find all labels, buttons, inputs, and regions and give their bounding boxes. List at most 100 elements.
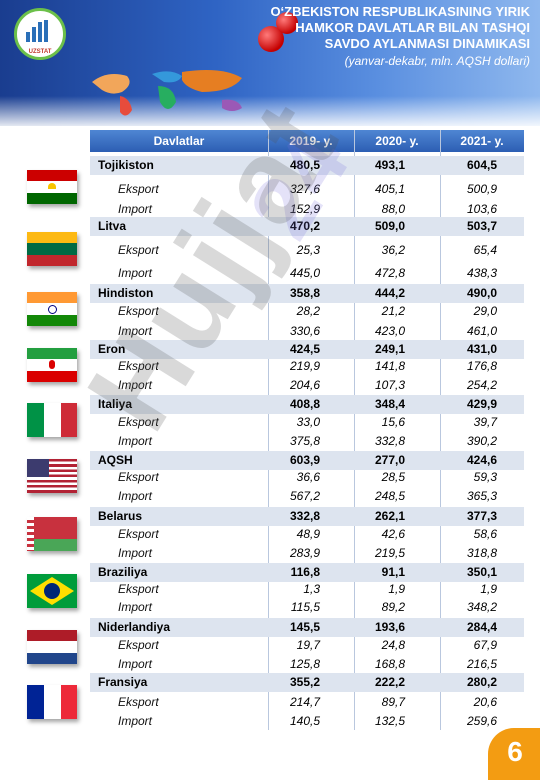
total-value: 284,4 — [466, 620, 497, 634]
eksport-value: 33,0 — [296, 415, 320, 429]
import-label: Import — [118, 600, 153, 614]
belarus-flag-icon — [27, 517, 77, 551]
usa-flag-icon — [27, 459, 77, 493]
eksport-value: 15,6 — [381, 415, 405, 429]
eksport-value: 25,3 — [296, 243, 320, 257]
eksport-row: Eksport 48,9 42,6 58,6 — [90, 525, 524, 544]
total-value: 509,0 — [374, 219, 405, 233]
country-row: Litva 470,2 509,0 503,7 — [90, 217, 524, 236]
total-value: 604,5 — [466, 158, 497, 172]
pin-icon — [276, 12, 298, 34]
tajikistan-flag-icon — [27, 170, 77, 204]
eksport-row: Eksport 1,3 1,9 1,9 — [90, 580, 524, 599]
import-value: 107,3 — [374, 378, 405, 392]
eksport-label: Eksport — [118, 304, 159, 318]
header-fade — [0, 96, 540, 130]
title-line-3: SAVDO AYLANMASI DINAMIKASI — [324, 36, 530, 51]
country-row: Niderlandiya 145,5 193,6 284,4 — [90, 618, 524, 637]
total-value: 116,8 — [290, 565, 320, 579]
total-value: 503,7 — [466, 219, 497, 233]
column-divider — [354, 130, 355, 730]
total-value: 424,5 — [289, 342, 320, 356]
total-value: 408,8 — [289, 397, 320, 411]
import-row: Import 567,2 248,5 365,3 — [90, 487, 524, 506]
eksport-value: 67,9 — [473, 638, 497, 652]
eksport-value: 39,7 — [473, 415, 497, 429]
import-value: 445,0 — [289, 266, 320, 280]
total-value: 493,1 — [374, 158, 405, 172]
eksport-value: 29,0 — [473, 304, 497, 318]
page-title: O‘ZBEKISTON RESPUBLIKASINING YIRIK HAMKO… — [210, 4, 530, 52]
eksport-row: Eksport 214,7 89,7 20,6 — [90, 693, 524, 712]
eksport-row: Eksport 36,6 28,5 59,3 — [90, 468, 524, 487]
total-value: 332,8 — [289, 509, 320, 523]
country-name: Tojikiston — [98, 158, 154, 172]
eksport-value: 42,6 — [381, 527, 405, 541]
table-header: Davlatlar 2019- y. 2020- y. 2021- y. — [90, 130, 524, 152]
import-value: 254,2 — [466, 378, 497, 392]
eksport-label: Eksport — [118, 638, 159, 652]
import-value: 423,0 — [374, 324, 405, 338]
col-header-country: Davlatlar — [153, 134, 205, 148]
eksport-label: Eksport — [118, 582, 159, 596]
import-value: 472,8 — [374, 266, 405, 280]
country-row: Fransiya 355,2 222,2 280,2 — [90, 673, 524, 692]
country-name: Eron — [98, 342, 126, 356]
total-value: 262,1 — [374, 509, 405, 523]
country-row: AQSH 603,9 277,0 424,6 — [90, 451, 524, 470]
total-value: 603,9 — [289, 453, 320, 467]
eksport-value: 59,3 — [473, 470, 497, 484]
import-value: 132,5 — [374, 714, 405, 728]
import-value: 204,6 — [289, 378, 320, 392]
import-label: Import — [118, 546, 153, 560]
total-value: 424,6 — [466, 453, 497, 467]
eksport-row: Eksport 28,2 21,2 29,0 — [90, 302, 524, 321]
import-row: Import 375,8 332,8 390,2 — [90, 432, 524, 451]
eksport-value: 1,3 — [303, 582, 320, 596]
italy-flag-icon — [27, 403, 77, 437]
total-value: 355,2 — [289, 675, 320, 689]
eksport-value: 20,6 — [473, 695, 497, 709]
total-value: 377,3 — [466, 509, 497, 523]
import-label: Import — [118, 434, 153, 448]
country-row: Eron 424,5 249,1 431,0 — [90, 340, 524, 359]
title-line-2: HAMKOR DAVLATLAR BILAN TASHQI — [295, 20, 530, 35]
eksport-value: 48,9 — [296, 527, 320, 541]
import-row: Import 204,6 107,3 254,2 — [90, 376, 524, 395]
country-name: Niderlandiya — [98, 620, 171, 634]
eksport-value: 176,8 — [466, 359, 497, 373]
eksport-label: Eksport — [118, 182, 159, 196]
import-value: 330,6 — [289, 324, 320, 338]
import-label: Import — [118, 657, 153, 671]
country-name: Italiya — [98, 397, 133, 411]
world-map-icon — [92, 70, 242, 116]
import-value: 438,3 — [466, 266, 497, 280]
total-value: 350,1 — [466, 565, 497, 579]
total-value: 145,5 — [289, 620, 320, 634]
country-row: Italiya 408,8 348,4 429,9 — [90, 395, 524, 414]
country-name: Fransiya — [98, 675, 148, 689]
import-label: Import — [118, 378, 153, 392]
eksport-value: 21,2 — [381, 304, 405, 318]
country-name: AQSH — [98, 453, 133, 467]
total-value: 358,8 — [289, 286, 320, 300]
eksport-value: 89,7 — [381, 695, 405, 709]
import-row: Import 283,9 219,5 318,8 — [90, 544, 524, 563]
india-flag-icon — [27, 292, 77, 326]
import-value: 140,5 — [289, 714, 320, 728]
import-label: Import — [118, 714, 153, 728]
column-divider — [268, 130, 269, 730]
import-value: 348,2 — [466, 600, 497, 614]
col-header-2020: 2020- y. — [375, 134, 419, 148]
bar-chart-icon — [26, 20, 54, 42]
import-value: 567,2 — [289, 489, 320, 503]
import-row: Import 152,9 88,0 103,6 — [90, 200, 524, 219]
eksport-row: Eksport 25,3 36,2 65,4 — [90, 241, 524, 260]
import-row: Import 140,5 132,5 259,6 — [90, 712, 524, 731]
import-label: Import — [118, 202, 153, 216]
eksport-value: 36,6 — [296, 470, 320, 484]
eksport-label: Eksport — [118, 415, 159, 429]
total-value: 277,0 — [374, 453, 405, 467]
col-header-2019: 2019- y. — [289, 134, 333, 148]
eksport-value: 19,7 — [296, 638, 320, 652]
